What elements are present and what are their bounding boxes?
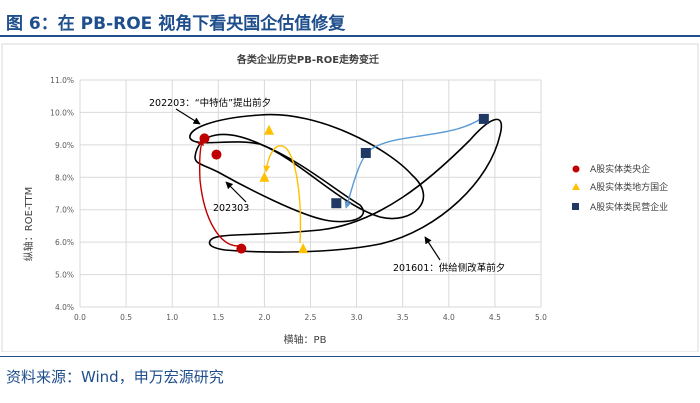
- annotation-201601: 201601：供给侧改革前夕: [393, 262, 505, 274]
- source-note: 资料来源：Wind，申万宏源研究: [6, 368, 224, 386]
- x-tick-label: 2.0: [258, 313, 270, 322]
- data-point-circle: [236, 243, 247, 254]
- x-tick-label: 3.0: [351, 313, 363, 322]
- x-tick-label: 1.0: [166, 313, 178, 322]
- annotation-202303: 202303: [213, 203, 249, 214]
- y-tick-label: 6.0%: [55, 238, 74, 247]
- footer-rule: [0, 356, 700, 357]
- y-tick-label: 10.0%: [50, 108, 74, 117]
- data-point-triangle: [264, 124, 275, 135]
- legend-marker-local: [572, 183, 580, 190]
- data-point-square: [360, 147, 371, 158]
- x-tick-labels: 0.0 0.5 1.0 1.5 2.0 2.5 3.0 3.5 4.0 4.5 5.0: [74, 313, 547, 322]
- y-tick-label: 7.0%: [55, 206, 74, 215]
- data-point-triangle: [259, 171, 270, 182]
- y-tick-labels: 4.0% 5.0% 6.0% 7.0% 8.0% 9.0% 10.0% 11.0%: [50, 76, 74, 312]
- y-tick-label: 5.0%: [55, 271, 74, 280]
- private-trend-arrow: [344, 117, 483, 209]
- pb-roe-chart: 各类企业历史PB-ROE走势变迁 4.0% 5.0% 6.0% 7.0% 8.0% 9.0…: [1, 43, 699, 352]
- x-tick-label: 0.5: [120, 313, 132, 322]
- header-rule: [0, 35, 700, 37]
- loop-202303: [194, 133, 365, 223]
- x-axis-label: 横轴：PB: [284, 333, 327, 346]
- x-tick-label: 3.5: [397, 313, 409, 322]
- x-tick-label: 4.0: [443, 313, 455, 322]
- soe-trend-arrow: [197, 138, 239, 247]
- legend-marker-soe: [572, 165, 580, 173]
- y-tick-label: 11.0%: [50, 76, 74, 85]
- y-tick-label: 9.0%: [55, 141, 74, 150]
- x-tick-label: 4.5: [489, 313, 501, 322]
- legend-marker-private: [572, 203, 579, 210]
- chart-frame: [1, 43, 699, 352]
- x-tick-label: 1.5: [212, 313, 224, 322]
- x-tick-label: 0.0: [74, 313, 86, 322]
- annotation-202203: 202203：“中特估”提出前夕: [149, 97, 271, 109]
- data-point-circle: [199, 133, 210, 144]
- callout-arrow-202303: [225, 181, 247, 203]
- callout-arrow-201601: [424, 236, 441, 261]
- callout-arrow-202203: [175, 108, 201, 125]
- x-tick-label: 2.5: [305, 313, 317, 322]
- data-point-triangle: [298, 243, 309, 254]
- legend: A股实体类央企 A股实体类地方国企 A股实体类民营企业: [572, 163, 668, 213]
- loop-201601: [208, 118, 503, 253]
- y-tick-label: 8.0%: [55, 173, 74, 182]
- y-axis-label: 纵轴：ROE-TTM: [22, 187, 35, 262]
- data-point-circle: [211, 149, 222, 160]
- grid-lines: [79, 79, 542, 308]
- local-soe-trend-arrow: [263, 145, 302, 244]
- legend-label-private: A股实体类民营企业: [590, 201, 668, 213]
- legend-label-soe: A股实体类央企: [590, 163, 650, 175]
- chart-title: 各类企业历史PB-ROE走势变迁: [236, 53, 379, 66]
- data-points: [199, 113, 489, 254]
- data-point-square: [478, 113, 489, 124]
- data-point-square: [331, 198, 342, 209]
- x-tick-label: 5.0: [535, 313, 547, 322]
- figure-title: 图 6：在 PB-ROE 视角下看央国企估值修复: [6, 14, 346, 34]
- y-tick-label: 4.0%: [55, 303, 74, 312]
- legend-label-local: A股实体类地方国企: [590, 181, 668, 193]
